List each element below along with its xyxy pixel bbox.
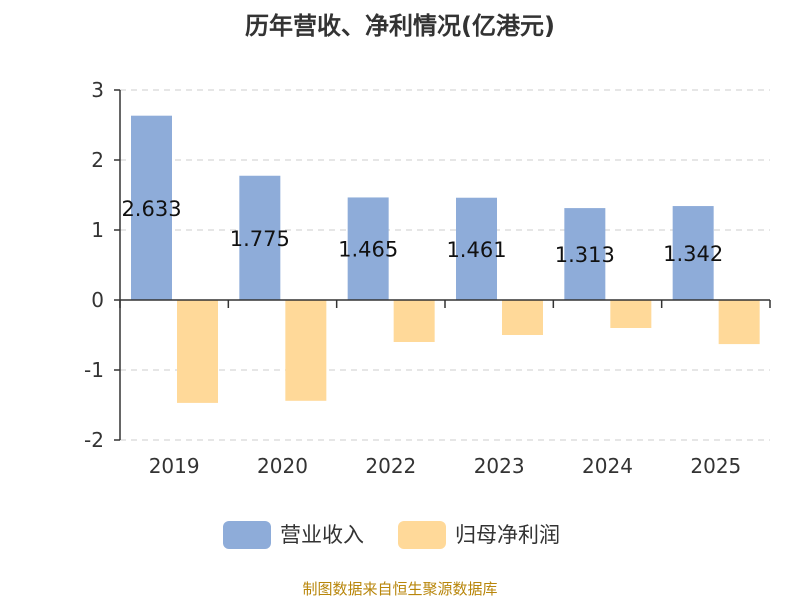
legend-swatch-net-profit xyxy=(398,521,446,549)
revenue-bar xyxy=(456,197,497,300)
net-profit-bar xyxy=(502,300,543,335)
x-tick-label: 2020 xyxy=(257,454,308,478)
legend-label-revenue: 营业收入 xyxy=(280,523,364,547)
legend-swatch-revenue xyxy=(223,521,271,549)
y-tick-label: 1 xyxy=(91,218,104,242)
revenue-bar xyxy=(564,208,606,300)
x-tick-label: 2019 xyxy=(149,454,200,478)
x-tick-label: 2024 xyxy=(582,454,633,478)
x-tick-label: 2023 xyxy=(474,454,525,478)
y-tick-label: 3 xyxy=(91,78,104,102)
y-tick-label: 0 xyxy=(91,288,104,312)
legend-label-net-profit: 归母净利润 xyxy=(455,523,560,547)
net-profit-bar xyxy=(393,300,435,342)
revenue-bar xyxy=(239,175,281,300)
net-profit-bar xyxy=(177,300,218,403)
source-note: 制图数据来自恒生聚源数据库 xyxy=(302,580,498,598)
y-tick-label: -1 xyxy=(84,358,104,382)
revenue-bar xyxy=(672,206,714,300)
revenue-data-label: 1.461 xyxy=(446,238,506,262)
revenue-data-label: 1.342 xyxy=(663,242,723,266)
x-tick-label: 2022 xyxy=(365,454,416,478)
x-tick-label: 2025 xyxy=(690,454,741,478)
net-profit-bar xyxy=(610,300,652,328)
revenue-data-label: 1.465 xyxy=(338,238,398,262)
y-tick-label: -2 xyxy=(84,428,104,452)
revenue-data-label: 1.775 xyxy=(230,227,290,251)
net-profit-bar xyxy=(718,300,760,345)
y-tick-label: 2 xyxy=(91,148,104,172)
net-profit-bar xyxy=(285,300,327,401)
revenue-bar xyxy=(131,115,172,300)
revenue-data-label: 1.313 xyxy=(555,243,615,267)
revenue-data-label: 2.633 xyxy=(121,197,181,221)
revenue-bar xyxy=(347,197,389,300)
chart-title: 历年营收、净利情况(亿港元) xyxy=(245,12,555,40)
